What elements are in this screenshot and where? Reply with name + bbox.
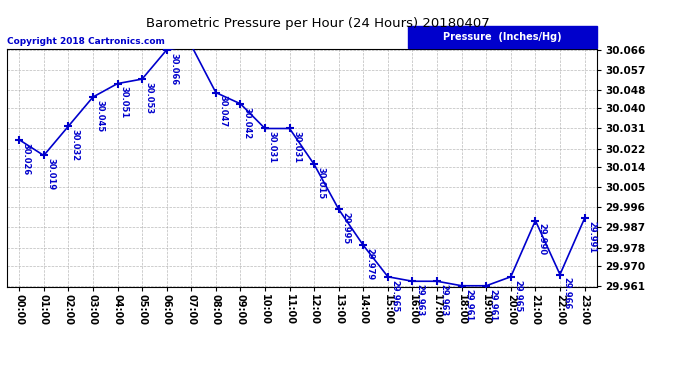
Text: 29.990: 29.990 — [538, 224, 547, 255]
Text: 29.979: 29.979 — [366, 248, 375, 280]
Text: 29.963: 29.963 — [415, 284, 424, 316]
Text: 30.019: 30.019 — [46, 158, 55, 190]
Text: 29.966: 29.966 — [562, 277, 571, 310]
Text: Copyright 2018 Cartronics.com: Copyright 2018 Cartronics.com — [7, 38, 165, 46]
Text: 29.961: 29.961 — [489, 288, 497, 321]
Text: 30.015: 30.015 — [317, 167, 326, 200]
Text: 30.042: 30.042 — [243, 106, 252, 139]
Text: 30.031: 30.031 — [268, 131, 277, 164]
Text: 29.991: 29.991 — [587, 221, 596, 254]
Text: 30.045: 30.045 — [95, 100, 104, 132]
FancyBboxPatch shape — [408, 26, 597, 48]
Text: Pressure  (Inches/Hg): Pressure (Inches/Hg) — [443, 32, 562, 42]
Text: 30.031: 30.031 — [292, 131, 301, 164]
Text: 29.963: 29.963 — [440, 284, 449, 316]
Text: 29.961: 29.961 — [464, 288, 473, 321]
Text: Barometric Pressure per Hour (24 Hours) 20180407: Barometric Pressure per Hour (24 Hours) … — [146, 17, 489, 30]
Text: 30.047: 30.047 — [218, 95, 227, 128]
Text: 29.965: 29.965 — [513, 279, 522, 312]
Text: 30.068: 30.068 — [0, 374, 1, 375]
Text: 29.995: 29.995 — [341, 212, 351, 244]
Text: 29.965: 29.965 — [391, 279, 400, 312]
Text: 30.066: 30.066 — [169, 53, 178, 85]
Text: 30.026: 30.026 — [21, 142, 30, 175]
Text: 30.053: 30.053 — [144, 82, 154, 114]
Text: 30.032: 30.032 — [71, 129, 80, 161]
Text: 30.051: 30.051 — [120, 86, 129, 118]
